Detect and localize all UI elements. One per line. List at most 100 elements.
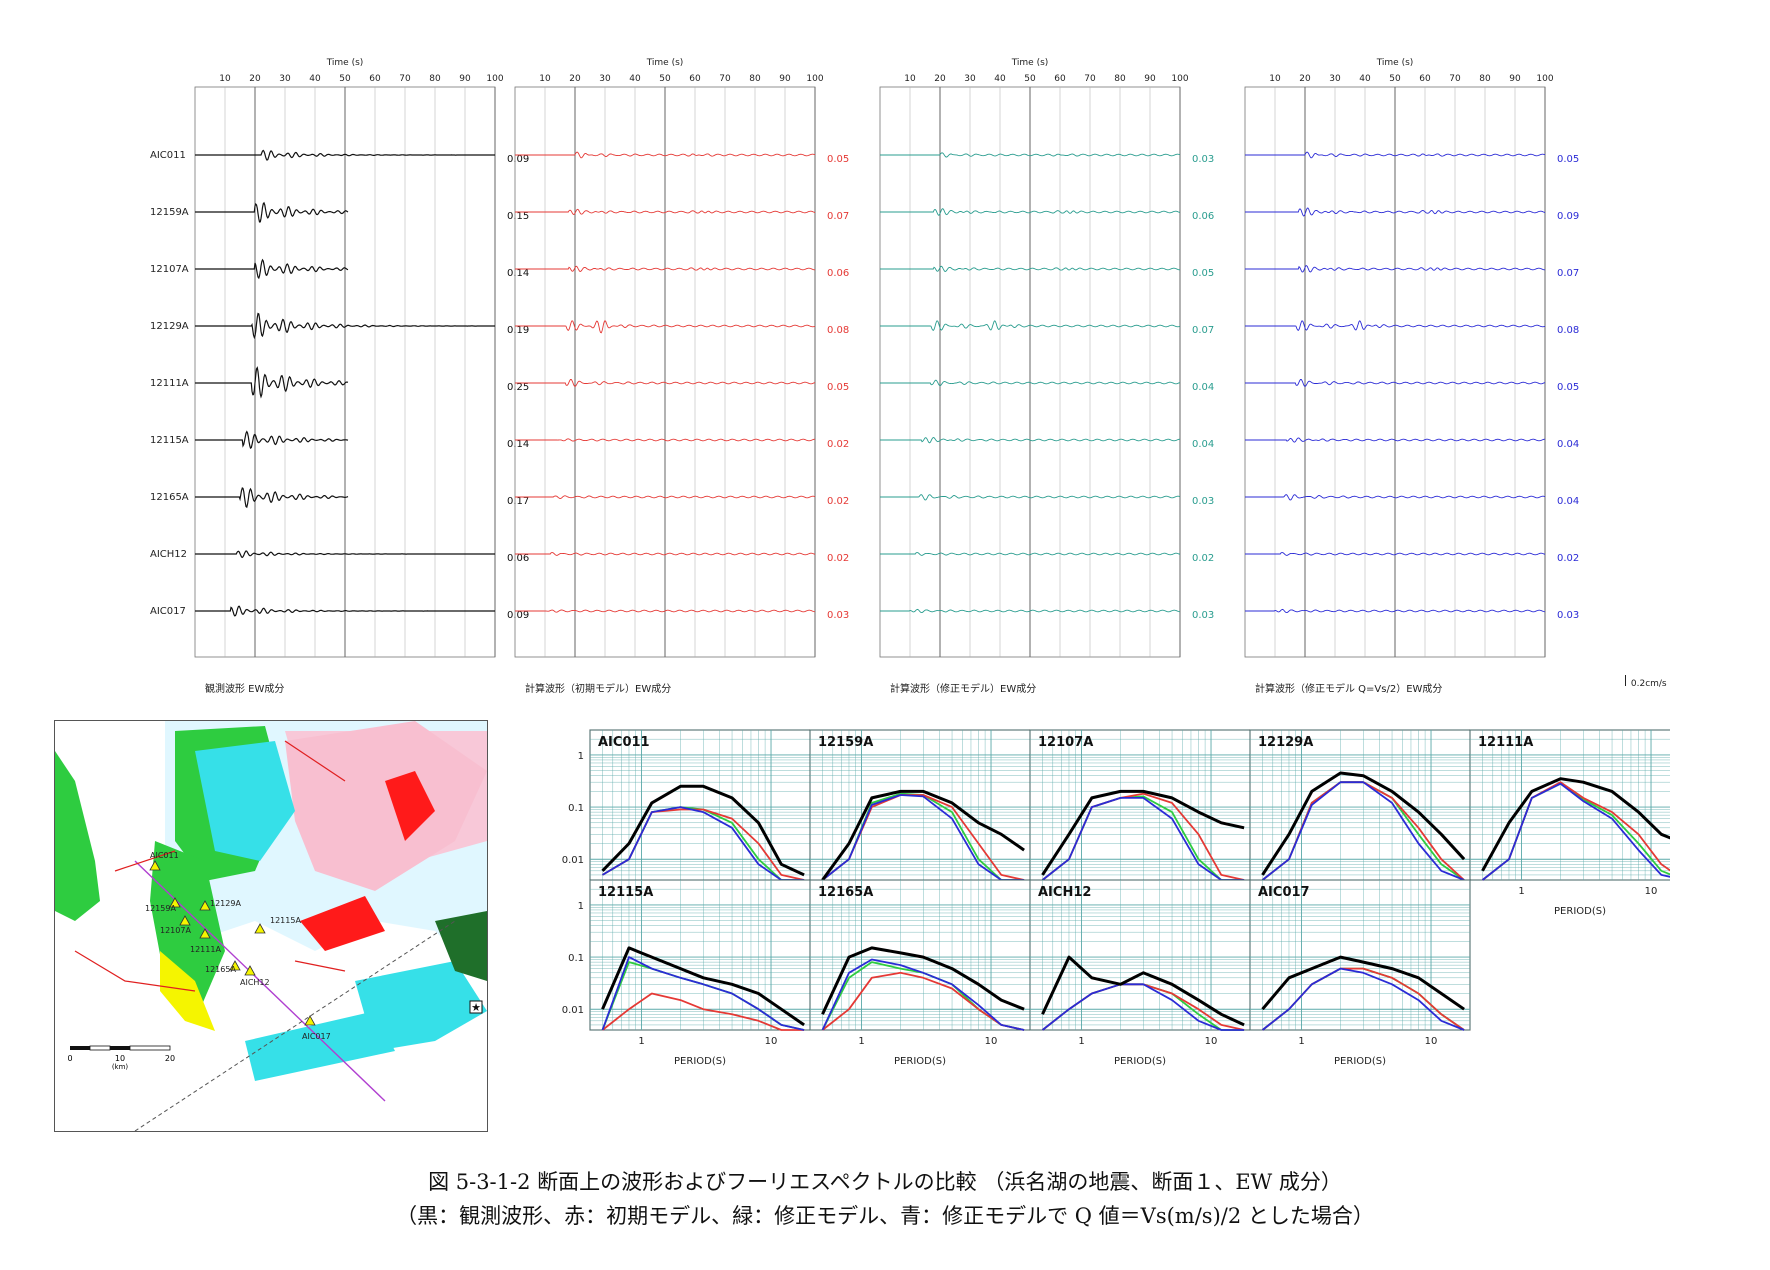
spectrum-station-label: 12129A [1258,735,1313,750]
map-station-label: 12159A [145,904,176,913]
spectrum-line-modified_q [601,956,805,1031]
panel-caption: 計算波形（初期モデル）EW成分 [525,684,672,695]
time-tick-label: 20 [934,74,946,84]
x-tick-label: 1 [638,1036,644,1047]
figure-caption: 図 5-3-1-2 断面上の波形およびフーリエスペクトルの比較 （浜名湖の地震、… [0,1165,1770,1233]
y-tick-label: 0.1 [568,803,584,814]
time-tick-label: 30 [1329,74,1341,84]
waveform-plot: 10 20 30 40 50 60 70 80 90 100 Time (s) 0.03 0.06 0.0… [879,58,1214,658]
y-tick-label: 1 [578,751,584,762]
peak-amplitude-label: 0.05 [1192,268,1214,279]
x-tick-label: 10 [985,1036,998,1047]
waveform-trace [1245,379,1546,387]
spectrum-panel: AIC011 1 0.1 0.01 [562,729,811,881]
waveform-trace [1245,151,1546,159]
waveform-trace [1245,608,1546,614]
waveform-trace [515,265,815,273]
waveform-trace [880,320,1181,332]
caption-line-2: （黒：観測波形、赤：初期モデル、緑：修正モデル、青：修正モデルで Q 値＝Vs(… [396,1204,1374,1228]
waveform-trace [515,320,816,334]
waveform-trace [880,494,1181,501]
spectrum-station-label: AIC017 [1258,885,1310,900]
map-scale-label: 10 [115,1054,125,1063]
time-axis-title: Time (s) [1376,58,1414,68]
location-map: ★ AIC011 12159A 12129A 12107A 12111A 12115A 12… [54,720,488,1132]
station-marker-icon [244,965,256,976]
waveform-trace [515,552,816,556]
peak-amplitude-label: 0.14 [507,268,529,279]
time-tick-label: 30 [964,74,976,84]
time-tick-label: 40 [309,74,321,84]
peak-amplitude-label: 0.02 [1557,553,1579,564]
x-axis-label: PERIOD(S) [1554,906,1606,917]
time-tick-label: 60 [369,74,381,84]
waveform-trace [515,151,816,159]
peak-amplitude-label: 0.02 [1192,553,1214,564]
time-tick-label: 80 [1114,74,1126,84]
time-axis-title: Time (s) [326,58,364,68]
time-tick-label: 40 [994,74,1006,84]
amplitude-scale-bar: 0.2cm/s [1625,675,1667,689]
peak-amplitude-label: 0.15 [507,211,529,222]
time-tick-label: 60 [1054,74,1066,84]
peak-amplitude-label: 0.06 [1192,211,1214,222]
spectrum-line-initial [821,971,1025,1031]
spectrum-line-modified_q [1261,781,1465,881]
y-tick-label: 0.01 [562,1005,584,1016]
map-station-label: 12111A [190,945,221,954]
trench-line [134,920,456,1131]
peak-amplitude-label: 0.06 [507,553,529,564]
peak-amplitude-label: 0.02 [827,553,849,564]
spectrum-line-observed [601,946,805,1027]
map-scale-label: 0 [67,1054,72,1063]
station-label: AIC011 [150,150,186,161]
time-tick-label: 30 [279,74,291,84]
cyan-unit [195,741,295,861]
time-tick-label: 20 [569,74,581,84]
time-tick-label: 90 [1144,74,1156,84]
spectrum-line-observed [1481,777,1685,872]
time-tick-label: 10 [904,74,916,84]
spectrum-station-label: 12111A [1478,735,1533,750]
fault-lines [74,740,346,992]
time-tick-label: 80 [1479,74,1491,84]
peak-amplitude-label: 0.05 [1557,154,1579,165]
spectrum-station-label: 12107A [1038,735,1093,750]
time-tick-label: 60 [689,74,701,84]
station-label: 12111A [150,378,189,389]
spectrum-line-modified_q [1481,782,1685,881]
red-unit-1 [385,771,435,841]
time-tick-label: 10 [539,74,551,84]
station-label: 12165A [150,492,189,503]
map-scale: 0 10 20 (km) [67,1045,175,1071]
waveform-trace [880,608,1181,614]
station-marker-icon [229,960,241,971]
waveform-trace [195,258,349,280]
peak-amplitude-label: 0.02 [827,496,849,507]
spectrum-station-label: 12165A [818,885,873,900]
time-axis-title: Time (s) [646,58,684,68]
time-tick-label: 30 [599,74,611,84]
time-tick-label: 100 [1171,74,1188,84]
spectrum-line-modified_q [602,806,805,881]
fourier-spectra-section: AIC011 1 0.1 0.01 12159A 12107A 12129A 12111A 1 1… [530,720,1691,1080]
peak-amplitude-label: 0.05 [827,154,849,165]
spectrum-line-observed [601,784,805,877]
waveform-trace [880,437,1180,444]
peak-amplitude-label: 0.04 [1557,496,1579,507]
station-marker-icon [304,1015,316,1026]
spectrum-frame [1249,879,1471,1031]
station-label: 12159A [150,207,189,218]
time-tick-label: 90 [459,74,471,84]
epicenter-star-icon: ★ [471,1001,481,1014]
peak-amplitude-label: 0.07 [1192,325,1214,336]
station-label: 12107A [150,264,189,275]
waveform-trace [1245,320,1546,332]
waveform-section: 10 20 30 40 50 60 70 80 90 100 Time (s) AIC011 0.09 1… [150,55,1690,705]
peak-amplitude-label: 0.02 [827,439,849,450]
peak-amplitude-label: 0.04 [1557,439,1579,450]
x-axis-label: PERIOD(S) [674,1056,726,1067]
peak-amplitude-label: 0.05 [827,382,849,393]
station-marker-icon [169,897,181,908]
waveform-trace [195,487,349,509]
